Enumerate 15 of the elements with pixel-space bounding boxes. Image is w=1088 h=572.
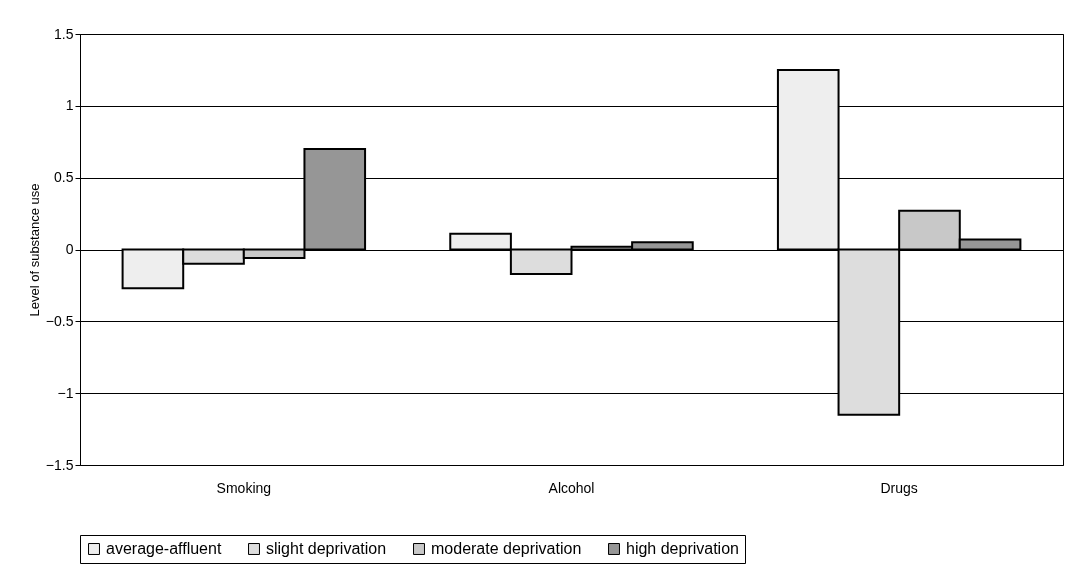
y-tick-label: −1 [57, 384, 74, 401]
y-tick-label: 0 [65, 241, 74, 257]
x-tick-label: Smoking [216, 479, 272, 496]
legend-label: average-affluent [106, 540, 222, 557]
legend-label: slight deprivation [266, 540, 387, 557]
y-tick-label: 1.5 [54, 25, 74, 42]
legend-label: moderate deprivation [431, 540, 582, 557]
x-tick-label: Alcohol [548, 479, 595, 496]
y-tick-label: −1.5 [45, 456, 74, 473]
y-axis-title: Level of substance use [26, 183, 42, 317]
y-tick-label: 0.5 [54, 169, 74, 186]
y-tick-label: −0.5 [45, 312, 74, 329]
x-tick-label: Drugs [880, 479, 918, 496]
y-tick-label: 1 [65, 97, 74, 114]
legend-label: high deprivation [626, 540, 739, 557]
